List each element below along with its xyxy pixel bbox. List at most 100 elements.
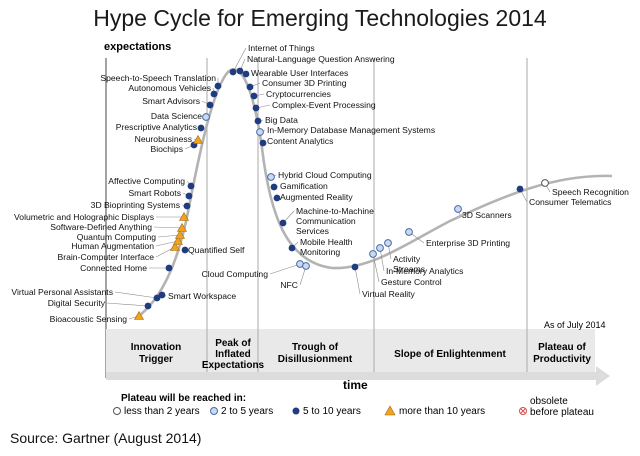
dark-circle-marker [279, 219, 287, 227]
crossed-circle-icon-line [520, 408, 526, 414]
tech-label: Smart Advisors [142, 96, 200, 106]
tech-label: Human Augmentation [71, 241, 154, 251]
legend-title: Plateau will be reached in: [121, 393, 246, 404]
tech-label: In-Memory Database Management Systems [267, 125, 435, 135]
phase-label-line: Disillusionment [278, 354, 353, 365]
dark-circle-marker [229, 68, 237, 76]
legend-label: less than 2 years [124, 406, 200, 417]
phase-innovation-trigger: Innovation Trigger [131, 342, 182, 365]
page-title: Hype Cycle for Emerging Technologies 201… [93, 5, 547, 31]
tech-smart-robots: Smart Robots [128, 188, 193, 200]
legend-item-5-to-10-years: 5 to 10 years [292, 406, 361, 417]
tech-enterprise-3d-printing: Enterprise 3D Printing [405, 228, 510, 248]
tech-label: Internet of Things [248, 43, 315, 53]
dark-circle-marker [236, 67, 244, 75]
light-circle-marker [267, 173, 275, 181]
light-circle-icon [210, 407, 218, 415]
light-circle-marker [376, 244, 384, 252]
leader-line [155, 240, 179, 247]
tech-internet-of-things: Internet of Things [229, 43, 315, 76]
triangle-marker [178, 211, 190, 221]
phase-label-line: Inflated [215, 349, 251, 360]
tech-big-data: Big Data [254, 115, 298, 125]
phase-band [106, 329, 595, 379]
tech-connected-home: Connected Home [80, 263, 173, 273]
tech-nfc: NFC [280, 262, 310, 290]
leader-line [106, 302, 149, 307]
tech-volumetric-and-holographic-displays: Volumetric and Holographic Displays [14, 211, 190, 222]
tech-3d-bioprinting-systems: 3D Bioprinting Systems [91, 200, 191, 210]
tech-label: Gamification [280, 181, 328, 191]
leader-line [354, 266, 361, 295]
tech-label: Cryptocurrencies [266, 89, 331, 99]
tech-label: Consumer 3D Printing [262, 78, 347, 88]
tech-label: Enterprise 3D Printing [426, 238, 510, 248]
tech-label: In-Memory Analytics [386, 266, 463, 276]
tech-virtual-personal-assistants: Virtual Personal Assistants [11, 287, 161, 302]
tech-smart-workspace: Smart Workspace [158, 291, 236, 301]
tech-label: Streams [393, 264, 425, 274]
legend-item-obsolete: obsolete before plateau [519, 396, 594, 418]
tech-label: Gesture Control [381, 277, 442, 287]
triangle-marker [174, 229, 186, 239]
tech-autonomous-vehicles: Autonomous Vehicles [128, 83, 218, 98]
tech-label: 3D Bioprinting Systems [91, 200, 180, 210]
tech-label: Prescriptive Analytics [116, 122, 197, 132]
dark-circle-icon [292, 407, 300, 415]
light-circle-marker [454, 205, 462, 213]
dark-circle-marker [270, 183, 278, 191]
tech-label: Mobile Health [300, 237, 353, 247]
open-circle-marker [541, 179, 549, 187]
dark-circle-marker [242, 70, 250, 78]
tech-smart-advisors: Smart Advisors [142, 96, 214, 109]
leader-line [157, 234, 181, 238]
y-axis-label: expectations [104, 41, 171, 53]
x-axis-arrow [106, 366, 610, 386]
dark-circle-marker [259, 139, 267, 147]
legend-item-more-than-10-years: more than 10 years [384, 405, 485, 417]
dark-circle-marker [246, 83, 254, 91]
tech-cryptocurrencies: Cryptocurrencies [250, 89, 331, 100]
dark-circle-marker [197, 124, 205, 132]
tech-label: Speech Recognition [552, 187, 629, 197]
hype-curve [135, 68, 613, 320]
tech-label: Machine-to-Machine [296, 206, 374, 216]
phase-label-line: Slope of Enlightenment [394, 349, 506, 360]
light-circle-marker [384, 239, 392, 247]
dark-circle-marker [185, 192, 193, 200]
tech-in-memory-database-management-systems: In-Memory Database Management Systems [256, 125, 435, 136]
phase-label-line: Trough of [292, 342, 339, 353]
tech-label: Activity [393, 254, 421, 264]
tech-label: 3D Scanners [462, 210, 512, 220]
triangle-marker [133, 310, 145, 320]
tech-bioacoustic-sensing: Bioacoustic Sensing [50, 310, 145, 324]
dark-circle-marker [183, 202, 191, 210]
tech-label: Smart Robots [128, 188, 181, 198]
triangle-marker [172, 235, 184, 245]
dark-circle-marker [273, 194, 281, 202]
dark-circle-marker [250, 92, 258, 100]
open-circle-icon [113, 407, 121, 415]
legend-label: more than 10 years [399, 406, 485, 417]
tech-speech-recognition: Speech Recognition [541, 179, 629, 197]
tech-label: NFC [280, 280, 298, 290]
tech-label: Virtual Personal Assistants [11, 287, 113, 297]
tech-label: Neurobusiness [135, 134, 192, 144]
tech-label: Smart Workspace [168, 291, 236, 301]
tech-data-science: Data Science [151, 111, 210, 121]
tech-software-defined-anything: Software-Defined Anything [50, 222, 188, 232]
legend-label: 5 to 10 years [303, 406, 361, 417]
tech-wearable-user-interfaces: Wearable User Interfaces [242, 68, 348, 78]
tech-label: Quantified Self [188, 245, 245, 255]
tech-label: Speech-to-Speech Translation [100, 73, 216, 83]
leader-line [232, 47, 247, 73]
triangle-icon [384, 405, 396, 416]
leader-line [114, 291, 158, 299]
tech-label: Connected Home [80, 263, 147, 273]
tech-complex-event-processing: Complex-Event Processing [252, 100, 376, 112]
tech-neurobusiness: Neurobusiness [135, 134, 204, 144]
dark-circle-marker [165, 264, 173, 272]
tech-in-memory-analytics: In-Memory Analytics [376, 244, 463, 276]
tech-human-augmentation: Human Augmentation [71, 235, 184, 251]
